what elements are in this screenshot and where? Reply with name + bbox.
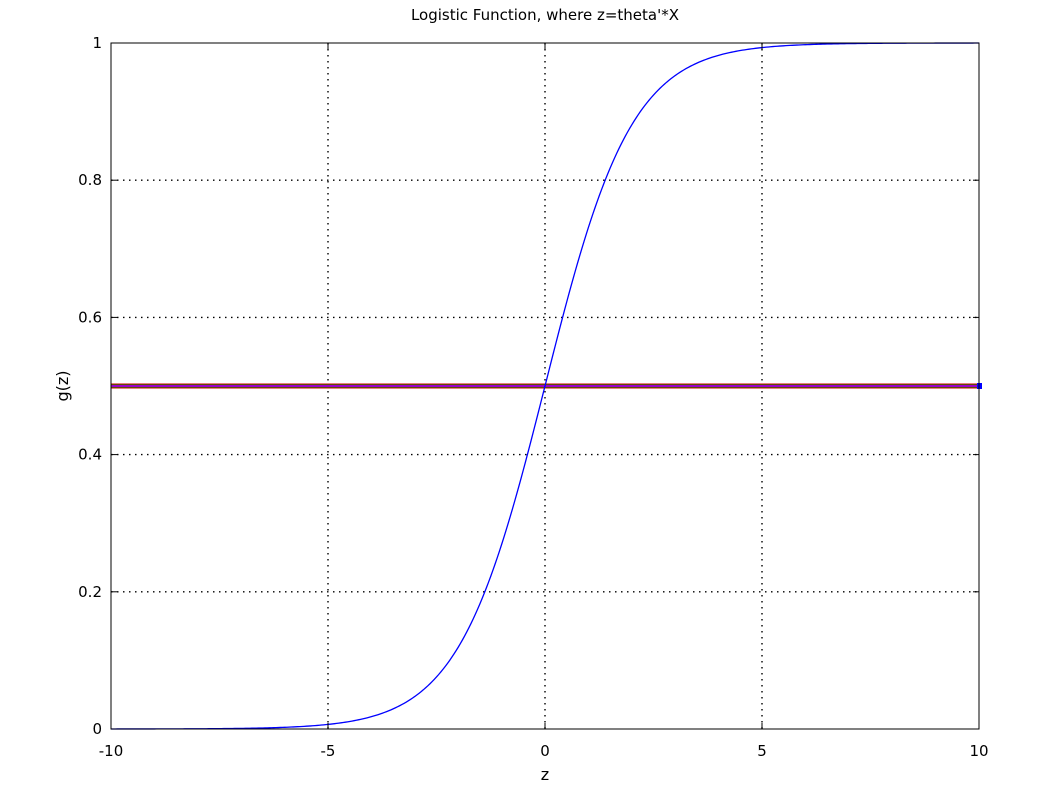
y-tick-label: 1 (92, 34, 102, 52)
y-tick-label: 0.6 (78, 308, 102, 326)
ticks: -10 -5 0 5 10 0 0.2 0.4 0.6 0.8 1 (78, 34, 988, 760)
sigmoid-curve-line (111, 42, 979, 730)
x-tick-label: 10 (969, 742, 988, 760)
y-tick-label: 0.8 (78, 171, 102, 189)
y-tick-label: 0 (92, 720, 102, 738)
x-tick-label: -10 (99, 742, 124, 760)
x-tick-label: 5 (757, 742, 767, 760)
x-tick-label: -5 (321, 742, 336, 760)
x-axis-label: z (541, 765, 549, 784)
y-tick-label: 0.4 (78, 446, 102, 464)
y-tick-label: 0.2 (78, 583, 102, 601)
x-tick-label: 0 (540, 742, 550, 760)
series-layer (111, 42, 982, 730)
chart-title: Logistic Function, where z=theta'*X (411, 6, 679, 24)
y-axis-label: g(z) (53, 370, 72, 401)
